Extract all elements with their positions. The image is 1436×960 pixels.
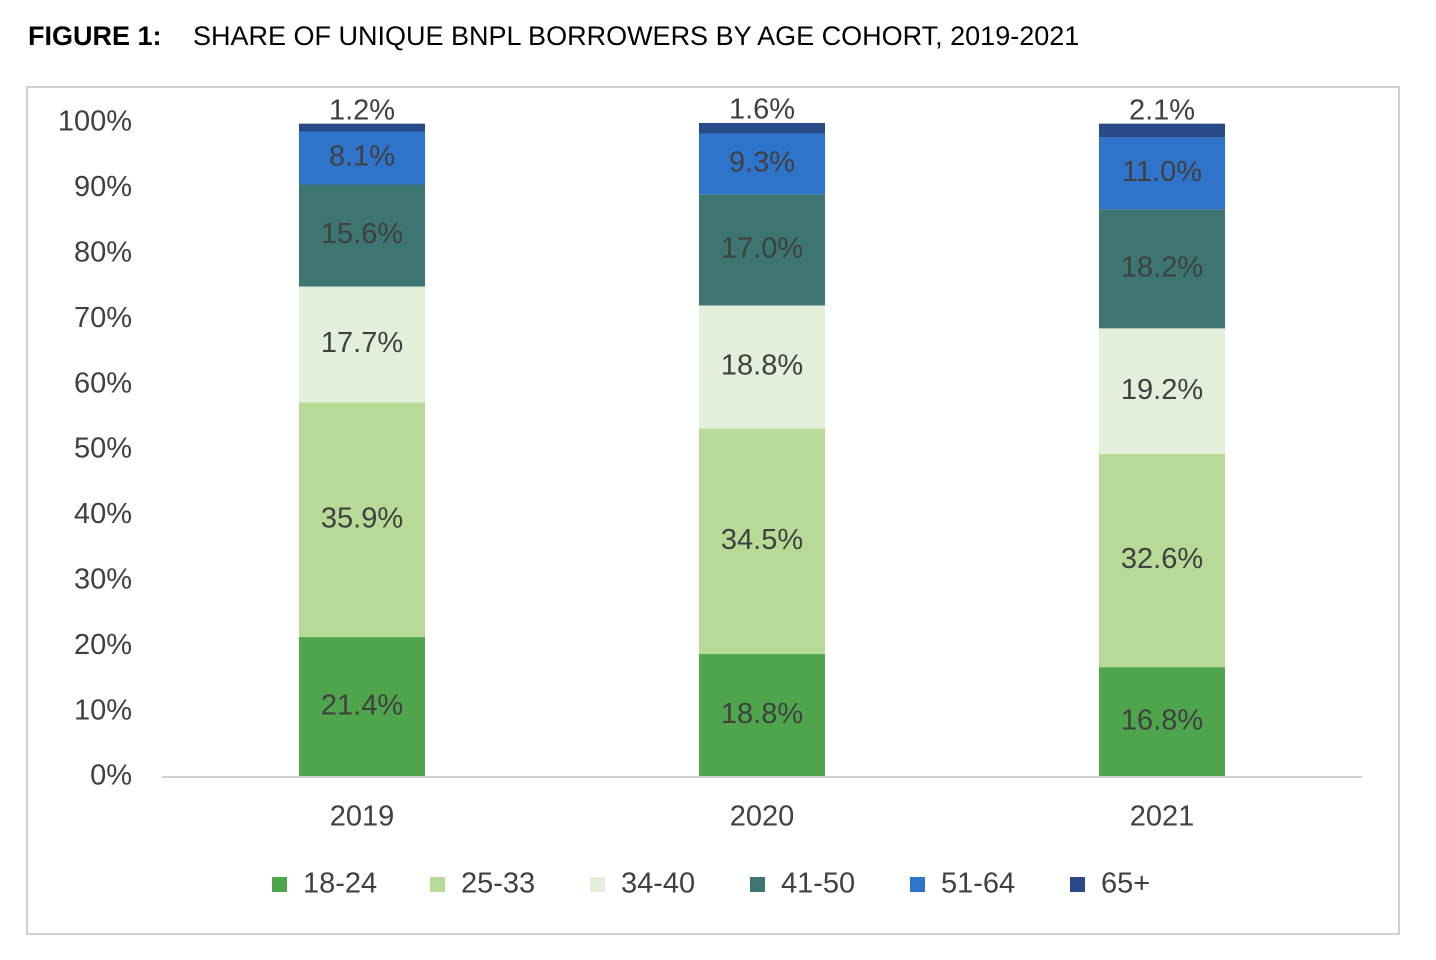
bar-segment — [1099, 328, 1225, 454]
bar-segment — [699, 305, 825, 429]
bar-segment — [299, 184, 425, 287]
y-tick-label: 0% — [90, 760, 132, 792]
y-tick-label: 60% — [74, 367, 132, 399]
figure-label: FIGURE 1: — [28, 21, 162, 51]
legend-label: 41-50 — [781, 868, 855, 900]
y-tick-label: 80% — [74, 236, 132, 268]
y-tick-label: 20% — [74, 629, 132, 661]
data-label: 1.2% — [329, 94, 395, 126]
data-label: 32.6% — [1121, 543, 1203, 575]
bar-segment — [699, 654, 825, 777]
data-label: 34.5% — [721, 524, 803, 556]
bar-segment — [1099, 137, 1225, 210]
data-label: 19.2% — [1121, 374, 1203, 406]
legend-swatch — [1070, 877, 1085, 892]
data-label: 2.1% — [1129, 94, 1195, 126]
bar-segment — [1099, 123, 1225, 138]
bar-segment — [1099, 453, 1225, 668]
y-tick-label: 70% — [74, 302, 132, 334]
y-tick-label: 90% — [74, 171, 132, 203]
bar-segment — [699, 133, 825, 195]
bar-segment — [299, 123, 425, 132]
data-label: 18.2% — [1121, 251, 1203, 283]
legend-swatch — [910, 877, 925, 892]
data-label: 35.9% — [321, 502, 403, 534]
x-tick-label: 2019 — [330, 801, 395, 833]
bar-segment — [1099, 209, 1225, 329]
bar-segment — [699, 428, 825, 655]
y-tick-label: 40% — [74, 498, 132, 530]
legend-label: 18-24 — [303, 868, 377, 900]
legend-label: 65+ — [1101, 868, 1150, 900]
data-label: 1.6% — [729, 94, 795, 126]
legend-label: 34-40 — [621, 868, 695, 900]
bar-segment — [299, 402, 425, 638]
bar-segment — [299, 131, 425, 185]
data-label: 18.8% — [721, 698, 803, 730]
data-label: 11.0% — [1122, 156, 1202, 188]
bar-segment — [299, 637, 425, 777]
legend-label: 25-33 — [461, 868, 535, 900]
chart-frame — [26, 86, 1400, 935]
legend-label: 51-64 — [941, 868, 1015, 900]
data-label: 17.0% — [721, 233, 803, 265]
y-tick-label: 50% — [74, 433, 132, 465]
x-tick-label: 2020 — [730, 801, 795, 833]
data-label: 21.4% — [321, 690, 403, 722]
legend-swatch — [430, 877, 445, 892]
bar-segment — [1099, 667, 1225, 777]
x-tick-label: 2021 — [1130, 801, 1195, 833]
bar-segment — [299, 286, 425, 403]
data-label: 8.1% — [329, 141, 395, 173]
data-label: 15.6% — [321, 218, 403, 250]
chart-title: SHARE OF UNIQUE BNPL BORROWERS BY AGE CO… — [193, 21, 1079, 51]
legend-swatch — [750, 877, 765, 892]
legend-swatch — [590, 877, 605, 892]
data-label: 16.8% — [1121, 705, 1203, 737]
data-label: 18.8% — [721, 350, 803, 382]
data-label: 9.3% — [729, 147, 795, 179]
legend-swatch — [272, 877, 287, 892]
y-tick-label: 10% — [74, 694, 132, 726]
data-label: 17.7% — [321, 327, 403, 359]
y-tick-label: 30% — [74, 563, 132, 595]
bar-segment — [699, 194, 825, 306]
y-tick-label: 100% — [58, 106, 132, 138]
bar-segment — [699, 123, 825, 134]
